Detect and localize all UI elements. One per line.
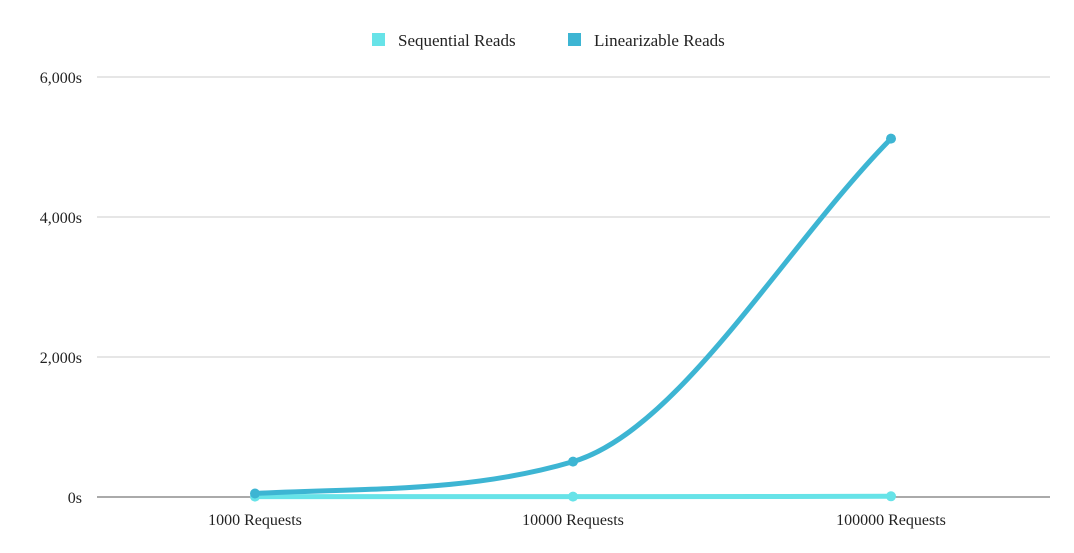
legend-label: Linearizable Reads [594, 31, 725, 50]
x-tick-label: 100000 Requests [836, 512, 946, 529]
legend: Sequential Reads Linearizable Reads [372, 31, 725, 50]
y-tick-label: 0s [68, 490, 82, 507]
x-tick-label: 10000 Requests [522, 512, 624, 529]
y-axis-ticks: 0s 2,000s 4,000s 6,000s [40, 70, 82, 507]
legend-item-linearizable-reads[interactable]: Linearizable Reads [568, 31, 725, 50]
legend-swatch [568, 33, 581, 46]
linearizable-reads-line [255, 139, 891, 494]
sequential-reads-point[interactable] [568, 492, 578, 502]
series-points [250, 134, 896, 502]
y-tick-label: 4,000s [40, 210, 82, 227]
linearizable-reads-point[interactable] [886, 134, 896, 144]
legend-label: Sequential Reads [398, 31, 516, 50]
x-axis-ticks: 1000 Requests 10000 Requests 100000 Reques… [208, 512, 946, 529]
x-tick-label: 1000 Requests [208, 512, 302, 529]
linearizable-reads-point[interactable] [568, 457, 578, 467]
y-tick-label: 2,000s [40, 350, 82, 367]
grid-lines [97, 77, 1050, 497]
legend-swatch [372, 33, 385, 46]
linearizable-reads-point[interactable] [250, 489, 260, 499]
sequential-reads-point[interactable] [886, 491, 896, 501]
series-lines [255, 139, 891, 497]
y-tick-label: 6,000s [40, 70, 82, 87]
legend-item-sequential-reads[interactable]: Sequential Reads [372, 31, 516, 50]
